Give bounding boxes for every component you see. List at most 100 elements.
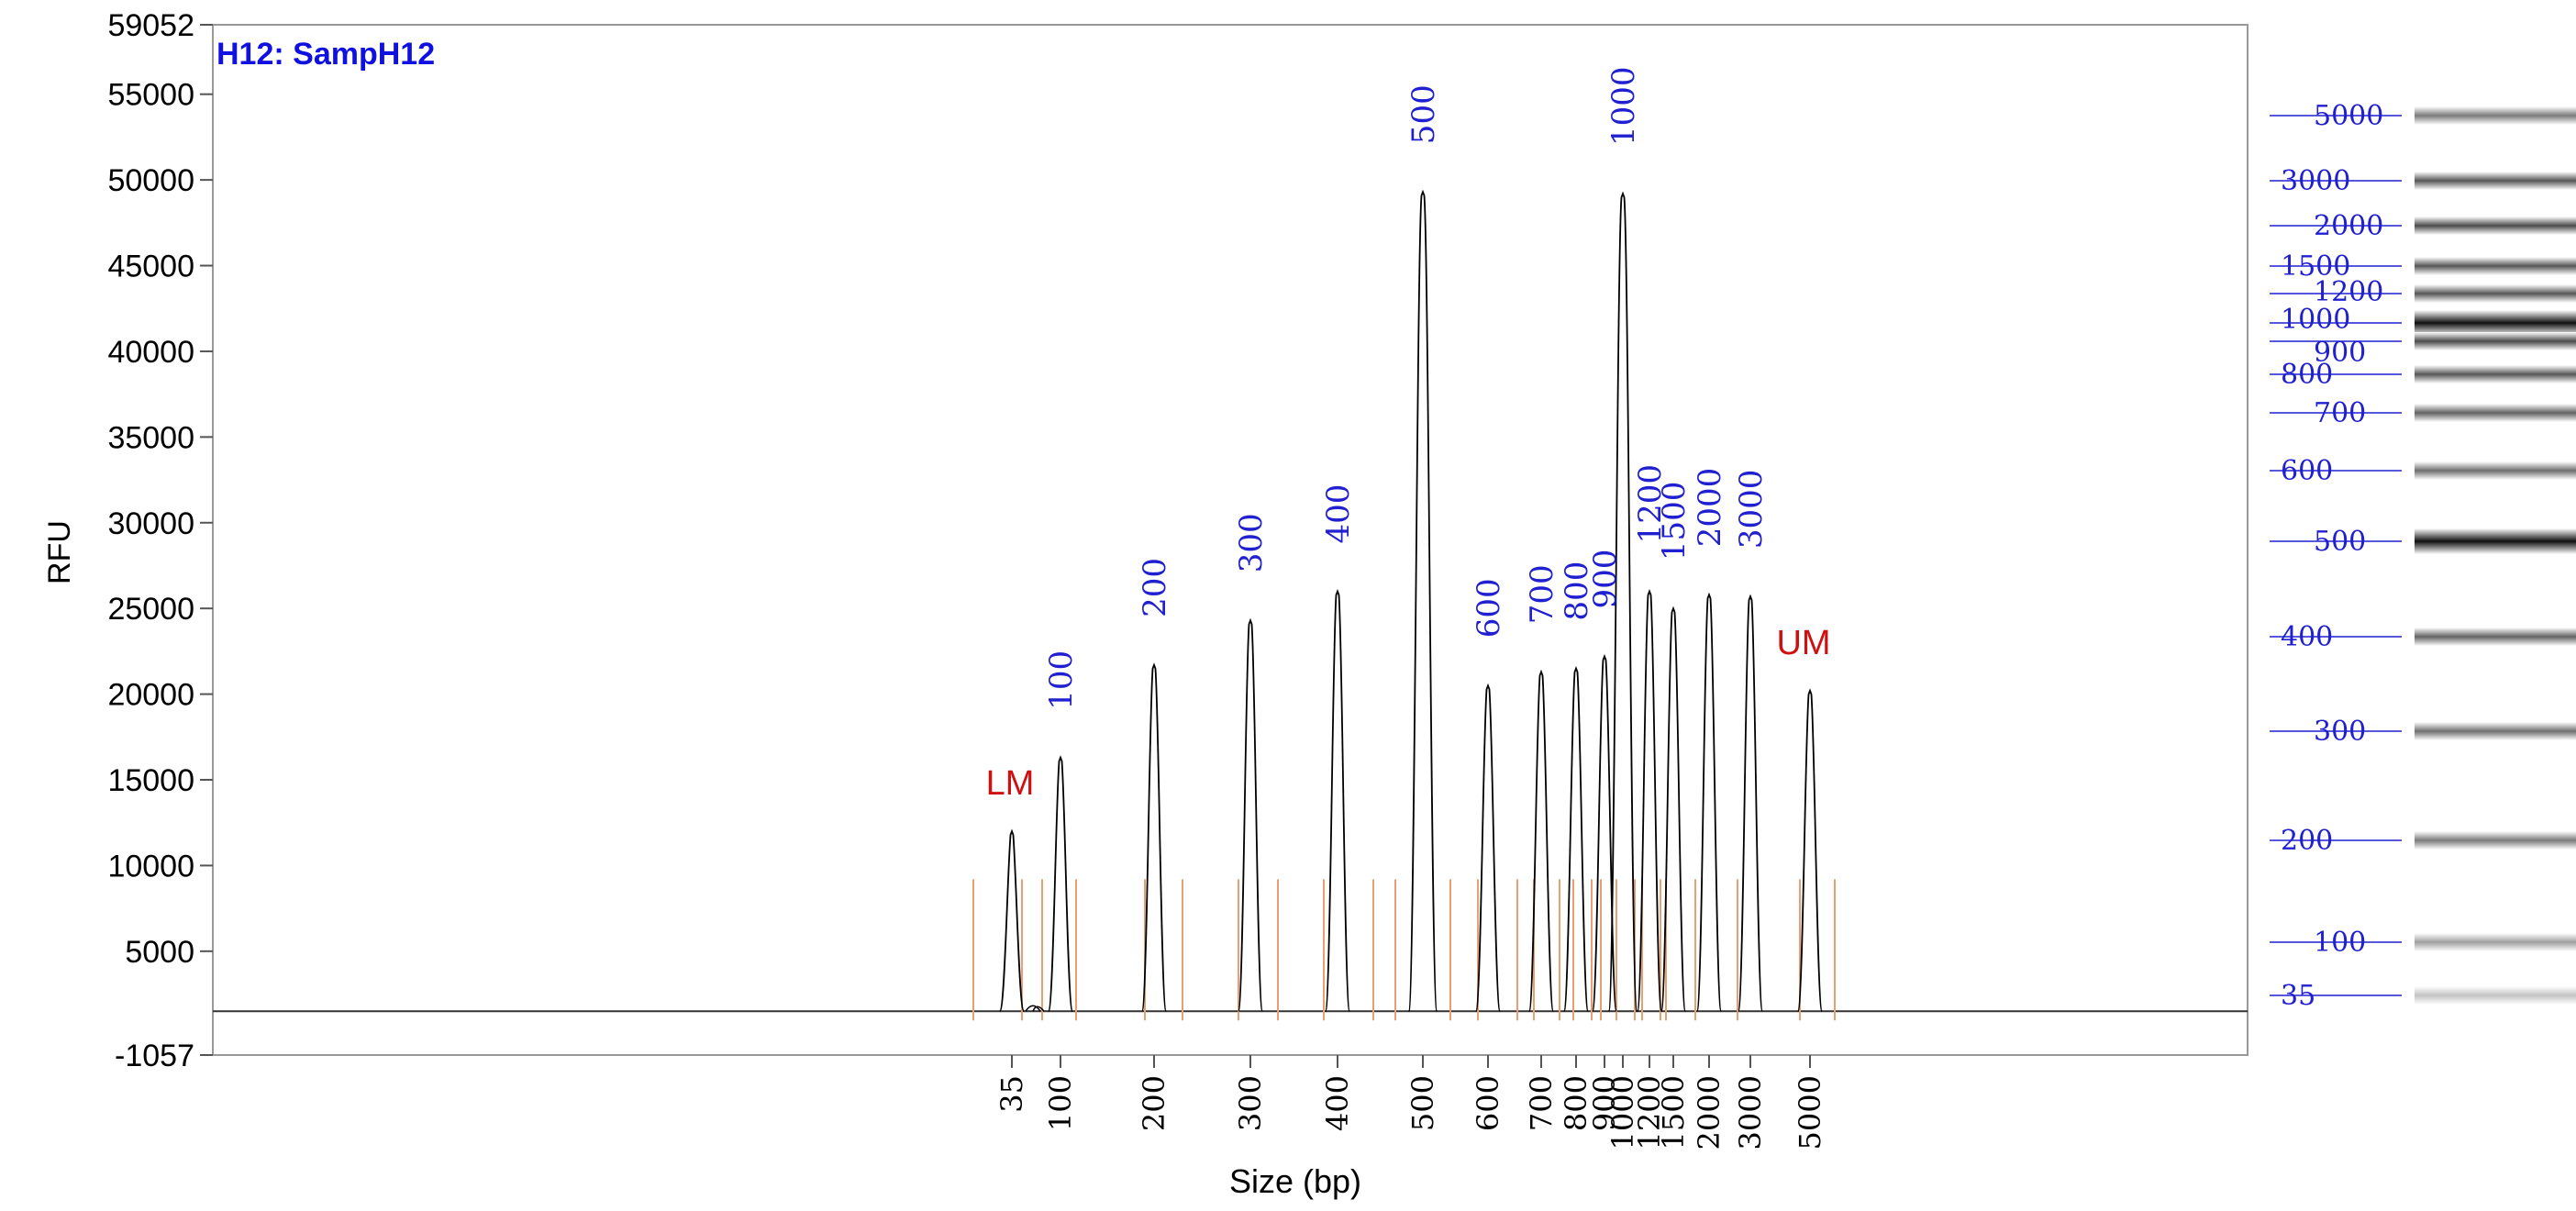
trace-peak — [1324, 588, 1351, 1013]
ladder-size-label: 400 — [2281, 621, 2333, 653]
ladder-size-label: 500 — [2314, 526, 2366, 558]
y-tick-label: 55000 — [107, 78, 194, 113]
peak-label: 1200 — [1632, 464, 1669, 544]
ladder-size-label: 35 — [2281, 980, 2315, 1012]
y-tick-label: 40000 — [107, 335, 194, 370]
x-tick-label: 300 — [1233, 1075, 1268, 1131]
ladder-size-label: 800 — [2281, 359, 2333, 391]
x-tick-label: 100 — [1043, 1075, 1078, 1131]
ladder-size-label: 600 — [2281, 455, 2333, 487]
trace-peak — [1695, 592, 1723, 1013]
gel-band — [2415, 106, 2576, 125]
ladder-size-label: 3000 — [2281, 165, 2350, 197]
gel-band — [2415, 217, 2576, 235]
x-tick-label: 2000 — [1692, 1075, 1727, 1150]
trace-peak — [1140, 662, 1168, 1013]
y-tick-label: 59052 — [107, 8, 194, 43]
ladder-size-label: 200 — [2281, 825, 2333, 857]
gel-band — [2415, 404, 2576, 422]
x-tick-label: 800 — [1559, 1075, 1593, 1131]
gel-band — [2415, 528, 2576, 554]
trace-peak — [1636, 588, 1663, 1013]
x-tick-label: 1200 — [1632, 1075, 1667, 1150]
gel-band — [2415, 284, 2576, 303]
peak-label: 300 — [1233, 513, 1270, 572]
marker-label: LM — [986, 764, 1035, 803]
y-tick-label: 25000 — [107, 592, 194, 627]
ladder-size-label: 1000 — [2281, 304, 2350, 336]
trace-peak — [1474, 683, 1502, 1013]
gel-band — [2415, 722, 2576, 740]
peak-label: 800 — [1559, 561, 1595, 621]
ladder-size-label: 2000 — [2314, 210, 2383, 242]
x-tick-label: 5000 — [1793, 1075, 1827, 1150]
x-tick-label: 700 — [1524, 1075, 1559, 1131]
peak-label: 3000 — [1733, 470, 1770, 550]
x-tick-label: 1000 — [1605, 1075, 1640, 1150]
gel-band — [2415, 257, 2576, 275]
peak-label: 600 — [1471, 578, 1507, 638]
trace-peak — [1047, 755, 1074, 1013]
y-tick-label: -1057 — [115, 1039, 194, 1073]
gel-band — [2415, 933, 2576, 951]
trace-peak — [1527, 669, 1555, 1013]
gel-band — [2415, 172, 2576, 190]
peak-label: 2000 — [1692, 468, 1728, 548]
trace-peak — [1237, 617, 1264, 1013]
y-tick-label: 20000 — [107, 678, 194, 713]
gel-band — [2415, 831, 2576, 850]
peak-label: 900 — [1587, 550, 1624, 609]
gel-band — [2415, 986, 2576, 1005]
trace-peak — [1796, 688, 1824, 1013]
gel-band — [2415, 365, 2576, 383]
peak-label: 100 — [1043, 650, 1080, 710]
y-tick-label: 30000 — [107, 506, 194, 541]
x-tick-label: 35 — [994, 1075, 1029, 1113]
ladder-size-label: 700 — [2314, 397, 2366, 429]
ladder-size-label: 1200 — [2314, 276, 2383, 308]
plot-frame — [212, 24, 2248, 1056]
y-tick-label: 15000 — [107, 763, 194, 798]
trace-peak — [1737, 594, 1764, 1013]
x-tick-label: 400 — [1320, 1075, 1355, 1131]
peak-label: 200 — [1137, 558, 1173, 617]
gel-band — [2415, 628, 2576, 646]
y-tick-label: 10000 — [107, 849, 194, 883]
x-tick-label: 900 — [1587, 1075, 1622, 1131]
x-axis-label: Size (bp) — [1229, 1162, 1361, 1200]
x-tick-label: 3000 — [1733, 1075, 1768, 1150]
trace-peak — [1562, 666, 1590, 1013]
ladder-size-label: 100 — [2314, 927, 2366, 959]
peak-label: 1500 — [1656, 482, 1693, 561]
trace-peak — [1407, 189, 1438, 1013]
trace-minor-peak — [1025, 1005, 1041, 1012]
ladder-size-label: 300 — [2314, 716, 2366, 748]
x-tick-label: 1500 — [1656, 1075, 1691, 1150]
peak-label: 500 — [1405, 84, 1442, 144]
gel-band — [2415, 332, 2576, 350]
ladder-size-label: 5000 — [2314, 100, 2383, 132]
gel-band — [2415, 310, 2576, 336]
ladder-size-label: 1500 — [2281, 250, 2350, 283]
y-tick-label: 35000 — [107, 420, 194, 455]
peak-label: 1000 — [1605, 67, 1642, 147]
y-tick-label: 50000 — [107, 163, 194, 198]
y-axis-label: RFU — [42, 520, 77, 584]
trace-peak — [1660, 606, 1687, 1013]
trace-minor-peak — [1032, 1005, 1045, 1012]
gel-band — [2415, 461, 2576, 480]
x-tick-label: 500 — [1405, 1075, 1440, 1131]
x-tick-label: 600 — [1471, 1075, 1505, 1131]
trace-peak — [1607, 191, 1638, 1013]
trace-peak — [998, 828, 1026, 1013]
y-tick-label: 5000 — [125, 935, 194, 970]
y-tick-label: 45000 — [107, 250, 194, 284]
marker-label: UM — [1776, 624, 1830, 662]
peak-label: 700 — [1524, 564, 1560, 624]
x-tick-label: 200 — [1137, 1075, 1171, 1131]
sample-title: H12: SampH12 — [217, 37, 435, 72]
ladder-size-label: 900 — [2314, 337, 2366, 369]
peak-label: 400 — [1320, 484, 1357, 544]
